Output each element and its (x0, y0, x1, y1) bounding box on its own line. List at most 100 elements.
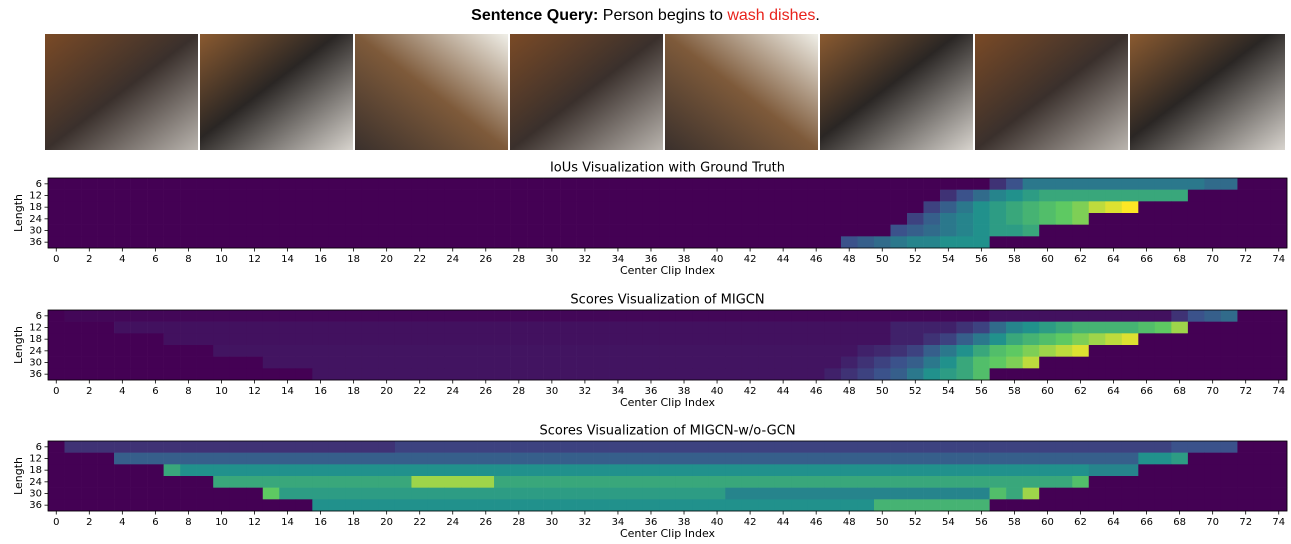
heatmap-cell (890, 452, 908, 465)
heatmap-cell (527, 368, 544, 381)
heatmap-cell (130, 452, 148, 465)
y-axis-label: Length (12, 326, 25, 364)
heatmap-cell (262, 213, 280, 225)
heatmap-cell (1072, 189, 1090, 202)
x-tick-label: 20 (380, 386, 393, 397)
heatmap-cell (114, 189, 131, 202)
x-tick-label: 74 (1272, 254, 1285, 265)
heatmap-cell (593, 476, 610, 488)
heatmap-cell (1121, 487, 1139, 500)
heatmap-cell (692, 487, 710, 500)
heatmap-cell (1237, 464, 1255, 477)
video-frame (200, 34, 353, 150)
heatmap-cell (361, 178, 379, 190)
heatmap-cell (973, 356, 990, 369)
x-tick-label: 58 (1008, 254, 1021, 265)
heatmap-cell (246, 236, 264, 249)
heatmap-cell (262, 464, 280, 477)
heatmap-cell (427, 345, 445, 357)
heatmap-cell (114, 201, 131, 214)
heatmap-cell (163, 464, 181, 477)
heatmap-cell (874, 189, 891, 202)
heatmap-cell (543, 452, 561, 465)
x-tick-label: 60 (1041, 386, 1054, 397)
y-tick-label: 24 (29, 477, 42, 488)
heatmap-cell (1270, 441, 1288, 453)
heatmap-cell (741, 213, 759, 225)
heatmap-cell (394, 236, 412, 249)
heatmap-cell (1187, 333, 1205, 346)
heatmap-cell (576, 333, 594, 346)
heatmap-cell (857, 452, 875, 465)
heatmap-cell (262, 368, 280, 381)
heatmap-cell (163, 356, 181, 369)
heatmap-cell (427, 487, 445, 500)
heatmap-cell (1237, 236, 1255, 249)
heatmap-cell (64, 333, 82, 346)
heatmap-cell (807, 441, 825, 453)
heatmap-cell (246, 368, 264, 381)
heatmap-cell (989, 310, 1007, 322)
heatmap-cell (791, 464, 809, 477)
heatmap-cell (824, 345, 842, 357)
heatmap-cell (378, 368, 396, 381)
heatmap-cell (1220, 499, 1238, 512)
heatmap-cell (1253, 487, 1271, 500)
heatmap-cell (692, 213, 710, 225)
heatmap-cell (345, 464, 363, 477)
heatmap-cell (1088, 345, 1106, 357)
heatmap-cell (659, 224, 677, 237)
heatmap-cell (180, 236, 197, 249)
heatmap-cell (97, 213, 115, 225)
heatmap-cell (857, 224, 875, 237)
heatmap-cell (527, 487, 544, 500)
heatmap-cell (114, 464, 131, 477)
heatmap-cell (923, 452, 941, 465)
x-tick-label: 16 (314, 517, 327, 528)
heatmap-cell (97, 321, 115, 334)
query-text: Person begins to (602, 7, 723, 24)
heatmap-cell (48, 487, 65, 500)
heatmap-cell (1039, 321, 1057, 334)
heatmap-cell (741, 499, 759, 512)
heatmap-cell (791, 236, 809, 249)
heatmap-cell (1138, 368, 1156, 381)
heatmap-cell (840, 487, 858, 500)
heatmap-cell (229, 224, 247, 237)
heatmap-cell (97, 189, 115, 202)
heatmap-cell (940, 333, 957, 346)
heatmap-cell (1072, 213, 1090, 225)
heatmap-cell (626, 441, 644, 453)
heatmap-cell (48, 345, 65, 357)
heatmap-cell (758, 368, 776, 381)
x-tick-label: 18 (347, 254, 360, 265)
x-tick-label: 14 (281, 254, 294, 265)
heatmap-cell (890, 487, 908, 500)
heatmap-cell (1154, 178, 1172, 190)
heatmap-cell (147, 310, 164, 322)
heatmap-cell (708, 236, 726, 249)
heatmap-cell (494, 310, 511, 322)
heatmap-cell (758, 487, 776, 500)
heatmap-cell (494, 464, 511, 477)
heatmap-cell (708, 441, 726, 453)
heatmap-cell (1270, 464, 1288, 477)
heatmap-cell (394, 189, 412, 202)
heatmap-cell (1039, 178, 1057, 190)
heatmap-cell (609, 333, 627, 346)
heatmap-cell (1187, 236, 1205, 249)
heatmap-cell (1220, 464, 1238, 477)
heatmap-cell (279, 476, 297, 488)
heatmap-cell (378, 345, 396, 357)
heatmap-cell (692, 368, 710, 381)
heatmap-cell (791, 224, 809, 237)
heatmap-cell (543, 345, 561, 357)
heatmap-cell (180, 368, 197, 381)
heatmap-cell (774, 333, 792, 346)
heatmap-cell (97, 201, 115, 214)
heatmap-cell (1187, 356, 1205, 369)
heatmap-cell (1253, 321, 1271, 334)
heatmap-cell (609, 189, 627, 202)
heatmap-cell (510, 476, 528, 488)
y-tick-label: 24 (29, 214, 42, 225)
